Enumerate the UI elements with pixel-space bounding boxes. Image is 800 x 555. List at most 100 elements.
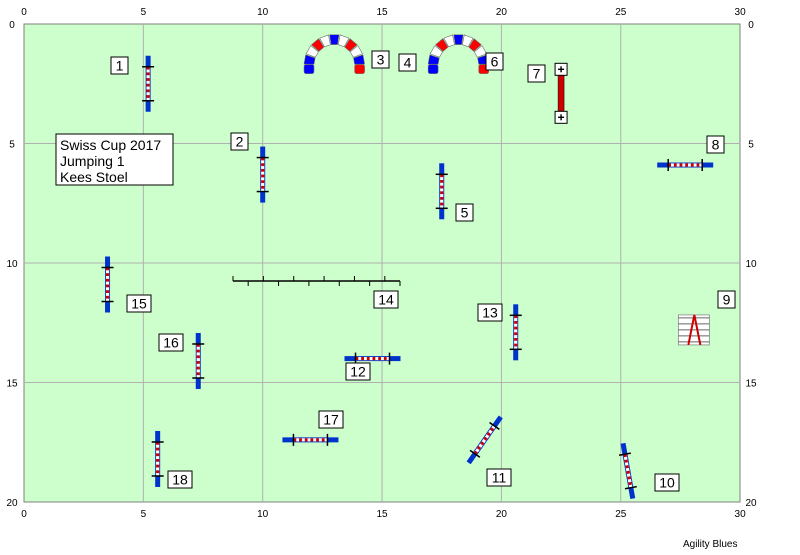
obstacle-label-6: 6 — [491, 54, 499, 70]
jump-bar-stripe — [156, 453, 160, 457]
tunnel-segment — [305, 45, 319, 58]
jump-bar-stripe — [514, 343, 518, 347]
jump-bar-base — [355, 357, 390, 361]
jump-11 — [466, 415, 503, 465]
tunnel-segment — [329, 34, 340, 45]
obstacle-label-box-3 — [371, 50, 390, 69]
x-tick-top: 5 — [141, 7, 147, 18]
jump-bar-stripe — [366, 357, 370, 361]
tunnel-segment — [349, 45, 363, 58]
obstacle-label-3: 3 — [377, 52, 385, 68]
y-tick-left: 10 — [6, 259, 18, 270]
jump-bar-stripe — [146, 72, 150, 76]
tire-ring — [693, 314, 702, 346]
obstacle-label-14: 14 — [378, 292, 394, 308]
obstacle-label-box-2 — [230, 132, 249, 151]
y-tick-left: 5 — [9, 140, 15, 151]
obstacle-label-11: 11 — [492, 470, 507, 486]
obstacle-label-box-16 — [158, 333, 184, 352]
tire-9 — [677, 314, 710, 346]
jump-bar-stripe — [440, 179, 444, 183]
tunnel-4 — [427, 34, 490, 74]
jump-bar-stripe — [440, 185, 444, 189]
obstacle-label-box-11 — [486, 468, 512, 487]
jump-18 — [151, 430, 164, 487]
jump-bar-stripe — [626, 470, 630, 474]
obstacle-label-7: 7 — [533, 66, 541, 82]
jump-bar-stripe — [316, 438, 319, 442]
jump-bar-stripe — [156, 464, 160, 468]
jump-5 — [435, 163, 448, 220]
x-tick-top: 10 — [257, 7, 269, 18]
jump-bar-stripe — [372, 357, 376, 361]
jump-bar-stripe — [383, 357, 387, 361]
course-info-box: Swiss Cup 2017 Jumping 1 Kees Stoel — [55, 133, 174, 186]
long-jump-7 — [554, 62, 568, 124]
jump-bar-stripe — [696, 163, 700, 167]
tunnel-segment — [319, 34, 331, 48]
jump-stand — [618, 452, 631, 456]
jump-bar-stripe — [196, 349, 200, 353]
x-tick-top: 25 — [615, 7, 627, 18]
credit-text: Agility Blues — [683, 539, 737, 550]
jump-bar-stripe — [146, 89, 150, 93]
obstacle-label-box-7 — [527, 64, 546, 83]
y-tick-right: 20 — [745, 498, 757, 509]
y-tick-right: 5 — [748, 140, 754, 151]
jump-bar-base — [668, 163, 703, 167]
y-tick-left: 20 — [6, 498, 18, 509]
jump-bar-stripe — [355, 357, 359, 361]
jump-2 — [256, 146, 269, 203]
obstacles-layer — [101, 34, 714, 499]
tunnel-segment — [468, 38, 482, 52]
tunnel-segment — [344, 38, 358, 52]
jump-bar-stripe — [196, 366, 200, 370]
jump-bar-base — [261, 157, 265, 192]
jump-bar-stripe — [321, 438, 325, 442]
jump-stand — [469, 449, 481, 458]
jump-bar-base — [196, 343, 200, 378]
jump-bar-stripe — [261, 174, 265, 178]
tunnel-segment — [443, 34, 455, 48]
jump-bar-stripe — [625, 465, 629, 469]
jump-bar-stripe — [105, 290, 110, 293]
jump-bar-stripe — [196, 372, 200, 376]
x-tick-bottom: 10 — [257, 509, 269, 520]
jump-stand — [624, 485, 637, 490]
jump-bar-stripe — [146, 78, 150, 81]
obstacle-label-box-15 — [126, 294, 152, 313]
jump-bar-stripe — [483, 436, 488, 441]
jump-bar-base — [156, 441, 160, 476]
jump-bar-stripe — [261, 163, 265, 167]
jump-bar-stripe — [628, 481, 632, 486]
course-info-frame — [55, 133, 174, 186]
jump-bar-stripe — [514, 332, 518, 336]
jump-bar-stripe — [304, 438, 308, 442]
course-info-class: Jumping 1 — [60, 153, 125, 169]
jump-bar-stripe — [473, 450, 478, 455]
jump-bar-stripe — [261, 168, 265, 172]
tunnel-end — [303, 64, 315, 74]
obstacle-label-box-10 — [654, 473, 680, 492]
tunnel-3 — [303, 34, 365, 74]
jump-bar-stripe — [105, 278, 110, 282]
tunnel-segment — [303, 54, 316, 65]
jump-12 — [344, 352, 401, 365]
jump-bar-stripe — [668, 163, 671, 167]
tunnel-segment — [435, 38, 449, 52]
tunnel-segment — [427, 54, 440, 65]
jump-bar-base — [293, 438, 328, 442]
y-tick-right: 10 — [745, 259, 757, 270]
jump-bar-stripe — [105, 284, 110, 288]
jump-bar-stripe — [486, 431, 491, 437]
jump-bar-stripe — [514, 326, 518, 330]
grid-lines — [24, 24, 741, 502]
obstacle-label-box-12 — [345, 362, 371, 381]
jump-bar-stripe — [685, 163, 689, 167]
x-tick-top: 30 — [735, 7, 747, 18]
jump-16 — [192, 332, 205, 389]
tunnel-end — [427, 64, 439, 74]
